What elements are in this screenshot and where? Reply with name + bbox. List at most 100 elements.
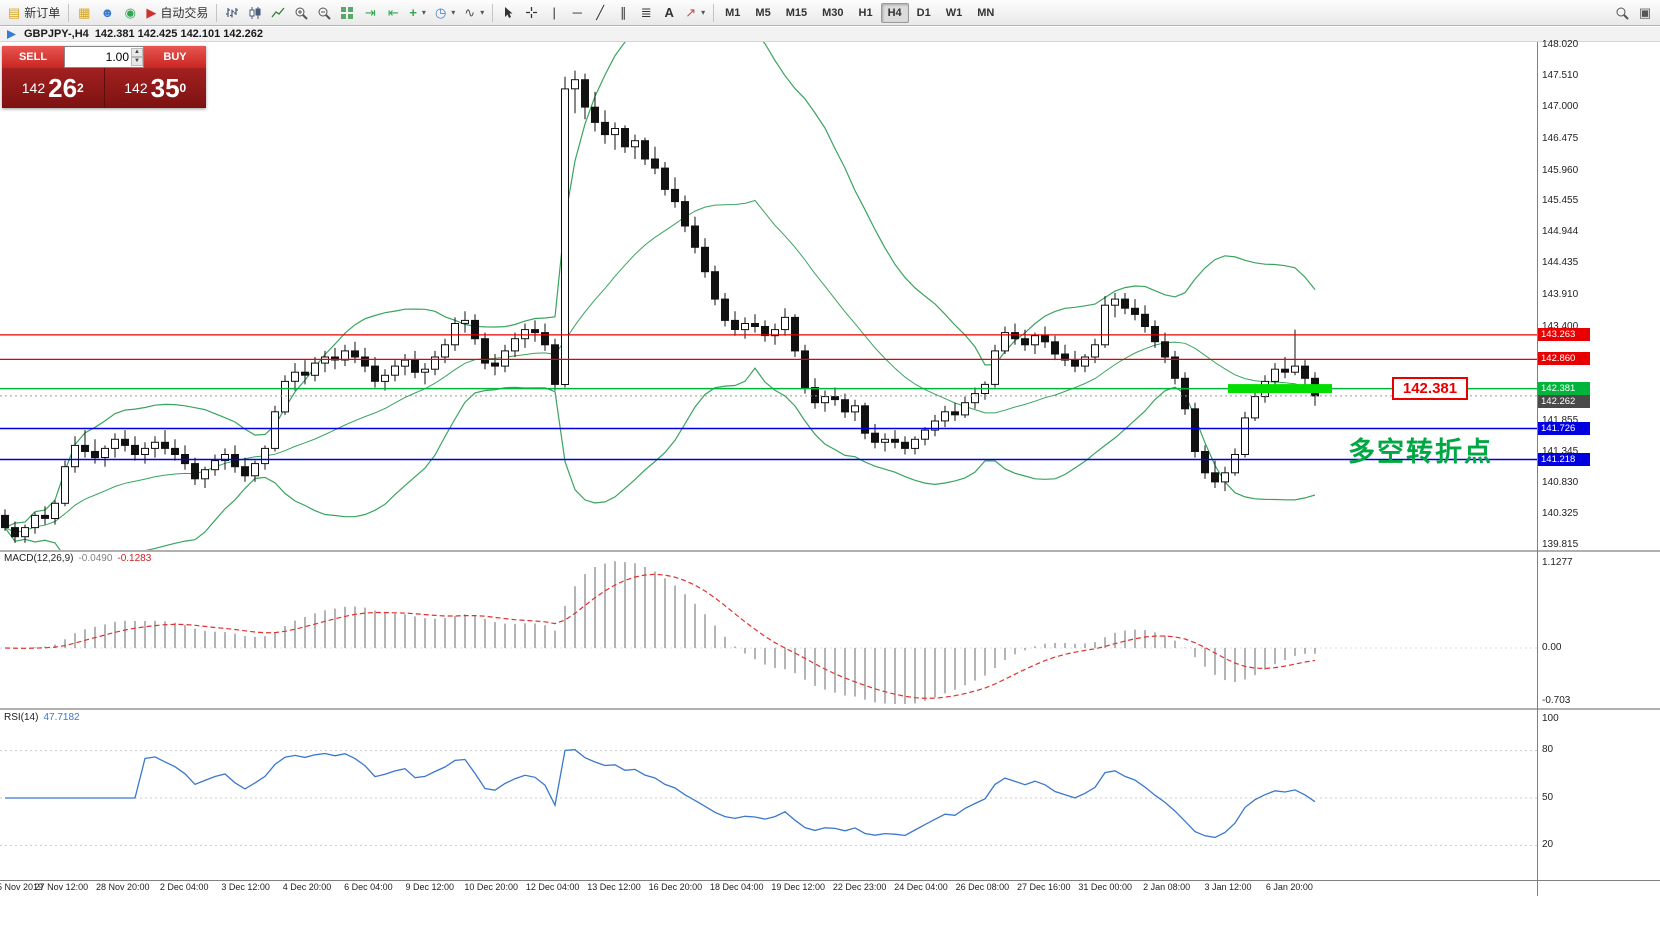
zoom-in-button[interactable] [290,2,312,24]
macd-pane-canvas[interactable] [0,552,1537,708]
chart-symbol-title: GBPJPY-,H4 [24,28,89,40]
new-order-label: 新订单 [24,6,61,20]
date-label: 16 Dec 20:00 [648,882,703,892]
bar-chart-button[interactable] [221,2,243,24]
chart-shift-button[interactable]: ⇤ [382,2,404,24]
date-label: 19 Dec 12:00 [771,882,825,892]
cursor-button[interactable] [497,2,519,24]
time-axis-line [0,880,1660,881]
timeframe-m1-button[interactable]: M1 [718,3,747,23]
auto-trading-button[interactable]: ▶ 自动交易 [142,2,212,24]
price-scale-tick: 145.455 [1542,195,1579,207]
period-button[interactable]: ◷ ▾ [431,2,459,24]
chart-icon [7,29,16,39]
auto-scroll-button[interactable]: ⇥ [359,2,381,24]
community-button[interactable]: ☻ [96,2,118,24]
text-label-button[interactable]: A [658,2,680,24]
mql5-button[interactable]: ◉ [119,2,141,24]
date-label: 3 Jan 12:00 [1204,882,1252,892]
timeframe-m5-button[interactable]: M5 [748,3,777,23]
tile-windows-button[interactable] [336,2,358,24]
auto-trading-label: 自动交易 [160,6,209,20]
fibonacci-icon: ≣ [640,5,652,20]
arrow-icon: ↗ [685,5,697,20]
text-label-icon: A [664,5,674,20]
price-scale-tick: 141.345 [1542,445,1579,457]
buy-button[interactable]: BUY [144,46,206,68]
trendline-icon: ╱ [596,5,605,20]
timeframe-w1-button[interactable]: W1 [939,3,970,23]
rsi-pane-canvas[interactable] [0,710,1537,880]
price-scale-tick: 147.510 [1542,70,1579,82]
date-label: 25 Nov 2019 [0,882,44,892]
price-scale-border [1537,42,1538,896]
price-scale-tick: 140.325 [1542,507,1579,519]
timeframe-group: M1 M5 M15 M30 H1 H4 D1 W1 MN [718,2,1001,23]
search-icon [1616,7,1629,20]
pane-separator[interactable] [0,550,1660,552]
crosshair-icon [525,7,537,18]
date-label: 12 Dec 04:00 [525,882,580,892]
candlestick-chart-button[interactable] [244,2,266,24]
price-scale-tick: 146.475 [1542,133,1579,145]
timeframe-h4-button[interactable]: H4 [880,2,909,23]
indicators-button[interactable]: ∿ ▾ [460,2,488,24]
toolbar-separator [492,3,494,22]
macd-scale-label: -0.703 [1542,695,1571,706]
dropdown-arrow-icon: ▾ [421,8,426,17]
price-scale-tick: 143.400 [1542,320,1579,332]
volume-up-button[interactable]: ▲ [131,48,143,57]
new-order-button[interactable]: ▤ 新订单 [4,2,64,24]
line-chart-icon [271,7,285,17]
sell-price-pips: 26 [48,72,78,103]
arrows-button[interactable]: ↗ ▾ [681,2,709,24]
price-level-annotation-box[interactable]: 142.381 [1392,377,1468,400]
buy-price-sup: 0 [179,81,187,95]
price-scale-tick: 143.910 [1542,289,1579,301]
toolbar: ▤ 新订单 ▦ ☻ ◉ ▶ 自动交易 ⇥ ⇤ + ▾ ◷ [0,0,1660,26]
pane-separator[interactable] [0,708,1660,710]
search-button[interactable] [1611,2,1633,24]
timeframe-m30-button[interactable]: M30 [815,3,850,23]
price-level-badge: 143.263 [1538,327,1590,341]
price-level-badge: 141.726 [1538,421,1590,435]
price-scale-tick: 145.960 [1542,164,1579,176]
chart-ohlc-values: 142.381 142.425 142.101 142.262 [94,28,264,40]
timeframe-m15-button[interactable]: M15 [779,3,814,23]
timeframe-mn-button[interactable]: MN [970,3,1001,23]
new-order-icon: ▤ [8,5,21,20]
indicators-icon: ∿ [464,5,476,20]
main-chart-canvas[interactable] [0,42,1537,550]
timeframe-d1-button[interactable]: D1 [910,3,938,23]
line-chart-button[interactable] [267,2,289,24]
sell-button[interactable]: SELL [2,46,64,68]
fibonacci-button[interactable]: ≣ [635,2,657,24]
rsi-label: RSI(14) 47.7182 [4,712,80,723]
charts-button[interactable]: ▦ [73,2,95,24]
new-chart-icon: + [409,5,417,20]
turning-point-annotation: 多空转折点 [1348,437,1493,467]
channel-button[interactable]: ∥ [612,2,634,24]
date-label: 13 Dec 12:00 [587,882,641,892]
auto-scroll-icon: ⇥ [364,5,376,20]
zoom-out-button[interactable] [313,2,335,24]
new-chart-button[interactable]: + ▾ [405,2,430,24]
crosshair-button[interactable] [520,2,542,24]
timeframe-h1-button[interactable]: H1 [852,3,880,23]
buy-price[interactable]: 142 35 0 [105,68,207,108]
sell-price[interactable]: 142 26 2 [2,68,104,108]
zoom-out-icon [318,7,332,20]
volume-input[interactable] [65,49,131,65]
trendline-button[interactable]: ╱ [589,2,611,24]
vertical-line-button[interactable]: | [543,2,565,24]
layout-button[interactable]: ▣ [1634,2,1656,24]
sell-price-sup: 2 [77,81,84,95]
price-scale-tick: 144.435 [1542,257,1579,269]
volume-down-button[interactable]: ▼ [131,57,143,66]
macd-scale-label: 0.00 [1542,642,1562,653]
date-label: 2 Dec 04:00 [159,882,209,892]
horizontal-line-button[interactable]: ─ [566,2,588,24]
